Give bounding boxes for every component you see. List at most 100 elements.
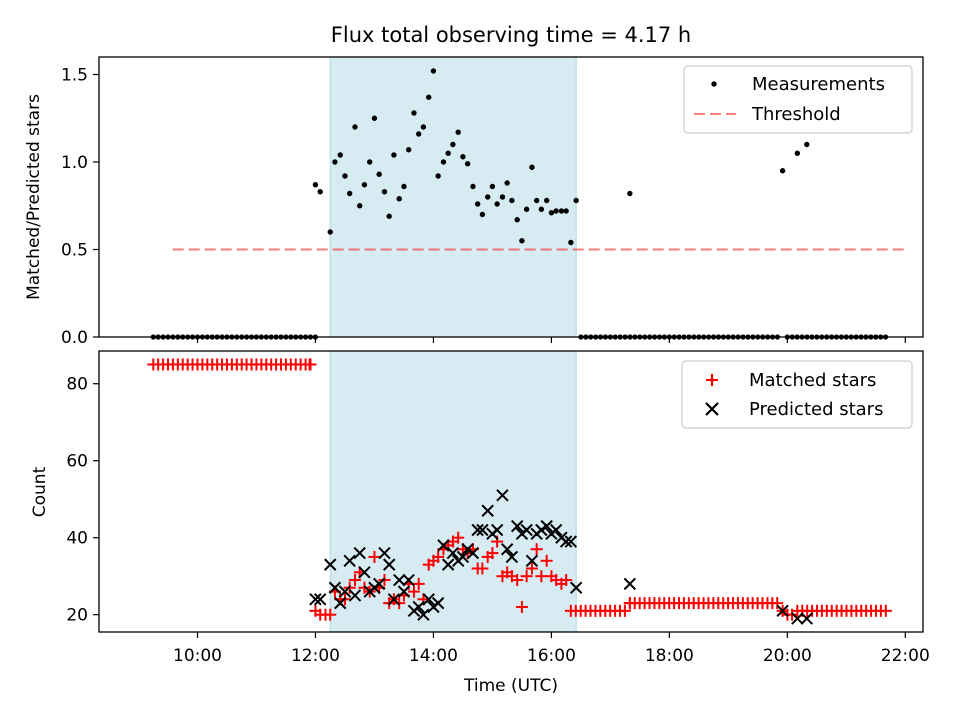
- top-panel-y-ticks: 0.0 0.5 1.0 1.5: [61, 66, 99, 348]
- predicted-star-point: [422, 593, 435, 606]
- predicted-star-point: [520, 523, 533, 537]
- bottom-panel-x-ticks: 10:00 12:00 14:00 16:00 18:00 20:00 22:00: [173, 632, 930, 666]
- predicted-star-point: [510, 519, 524, 533]
- measurement-point: [563, 208, 569, 214]
- predicted-star-point: [540, 519, 553, 533]
- predicted-star-point: [446, 546, 460, 560]
- measurement-point: [460, 154, 466, 160]
- predicted-star-point: [372, 577, 386, 591]
- matched-star-point: [412, 577, 425, 590]
- matched-star-point: [393, 597, 406, 610]
- predicted-star-point: [324, 558, 337, 571]
- predicted-star-point: [505, 550, 519, 564]
- measurement-point: [357, 203, 363, 209]
- predicted-star-point: [343, 554, 356, 567]
- measurement-point: [519, 238, 525, 244]
- measurement-point: [543, 197, 550, 204]
- matched-star-point: [511, 574, 524, 587]
- measurement-point: [435, 173, 441, 179]
- measurement-point: [352, 124, 358, 130]
- matched-star-point: [432, 550, 445, 563]
- measurement-point: [485, 194, 491, 200]
- top-panel: 0.0 0.5 1.0 1.5 Matched/Predicted stars Mea…: [24, 56, 924, 348]
- measurement-point: [568, 239, 574, 246]
- bottom-legend: Matched stars Predicted stars: [681, 360, 913, 429]
- top-legend: Measurements Threshold: [683, 65, 913, 134]
- measurement-point: [573, 197, 579, 204]
- x-tick-label: 18:00: [645, 646, 694, 666]
- predicted-star-point: [461, 543, 474, 556]
- predicted-star-point: [441, 558, 455, 571]
- measurement-point: [445, 150, 451, 156]
- measurement-point: [391, 152, 397, 158]
- y-tick-label: 1.5: [61, 66, 88, 86]
- matched-star-point: [560, 574, 573, 587]
- bottom-panel: 20 40 60 80 10:00 12:00 14:00 16:00 18:00 20:00 2…: [30, 350, 930, 696]
- legend-threshold-label: Threshold: [751, 104, 841, 125]
- measurement-point: [479, 211, 486, 218]
- predicted-star-point: [358, 566, 371, 579]
- matched-star-point: [368, 550, 381, 563]
- predicted-star-point: [309, 593, 322, 606]
- measurement-point: [405, 147, 412, 153]
- legend-matched-stars-marker: [706, 374, 718, 386]
- predicted-star-point: [397, 585, 411, 598]
- measurement-point: [504, 180, 510, 186]
- measurement-point: [538, 206, 545, 212]
- predicted-star-point: [549, 523, 563, 537]
- measurement-point: [804, 141, 810, 148]
- matched-star-points: [147, 358, 892, 621]
- measurement-point: [361, 182, 368, 188]
- predicted-star-point: [387, 593, 401, 606]
- measurement-point: [529, 164, 535, 170]
- measurement-point: [499, 194, 506, 200]
- predicted-star-point: [481, 504, 494, 517]
- matched-star-point: [378, 574, 391, 587]
- predicted-star-point: [417, 608, 430, 621]
- x-tick-label: 22:00: [881, 646, 930, 666]
- measurement-point: [426, 94, 432, 100]
- measurement-point: [494, 201, 500, 207]
- measurement-point: [548, 210, 555, 216]
- matched-star-point: [879, 604, 892, 617]
- x-tick-label: 14:00: [409, 646, 458, 666]
- legend-predicted-stars-label: Predicted stars: [749, 399, 883, 420]
- predicted-star-point: [393, 573, 406, 587]
- measurement-point: [514, 217, 520, 223]
- y-tick-label: 20: [66, 606, 88, 626]
- predicted-star-point: [569, 581, 583, 594]
- predicted-star-points: [309, 489, 814, 625]
- predicted-star-point: [791, 612, 804, 625]
- predicted-star-point: [776, 604, 789, 618]
- predicted-star-point: [559, 535, 573, 548]
- measurement-point: [440, 159, 447, 165]
- predicted-star-point: [353, 546, 366, 560]
- matched-star-point: [324, 608, 337, 621]
- y-tick-label: 80: [66, 375, 88, 395]
- measurement-point: [794, 150, 801, 156]
- y-tick-label: 0.5: [61, 241, 88, 261]
- measurement-point: [558, 208, 565, 214]
- measurement-point: [346, 190, 353, 197]
- measurement-point: [779, 168, 786, 174]
- legend-predicted-stars-marker: [705, 402, 719, 416]
- y-tick-label: 1.0: [61, 153, 88, 173]
- measurement-point: [627, 190, 633, 197]
- measurement-point: [342, 173, 348, 179]
- measurement-point: [376, 171, 382, 177]
- measurement-point: [553, 208, 559, 214]
- matched-star-point: [623, 597, 636, 610]
- predicted-star-point: [476, 523, 489, 537]
- y-tick-label: 40: [66, 529, 88, 549]
- measurement-point: [381, 189, 388, 195]
- predicted-star-point: [466, 546, 480, 560]
- measurement-point: [312, 182, 319, 188]
- top-panel-shaded-interval: [329, 56, 577, 338]
- x-tick-label: 12:00: [291, 646, 340, 666]
- matched-star-point: [786, 608, 799, 621]
- matched-star-point: [540, 554, 553, 567]
- measurement-point: [367, 159, 373, 165]
- matched-star-point: [452, 531, 465, 544]
- measurement-point: [371, 115, 378, 121]
